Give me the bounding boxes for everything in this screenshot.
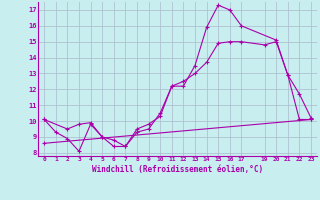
X-axis label: Windchill (Refroidissement éolien,°C): Windchill (Refroidissement éolien,°C) — [92, 165, 263, 174]
